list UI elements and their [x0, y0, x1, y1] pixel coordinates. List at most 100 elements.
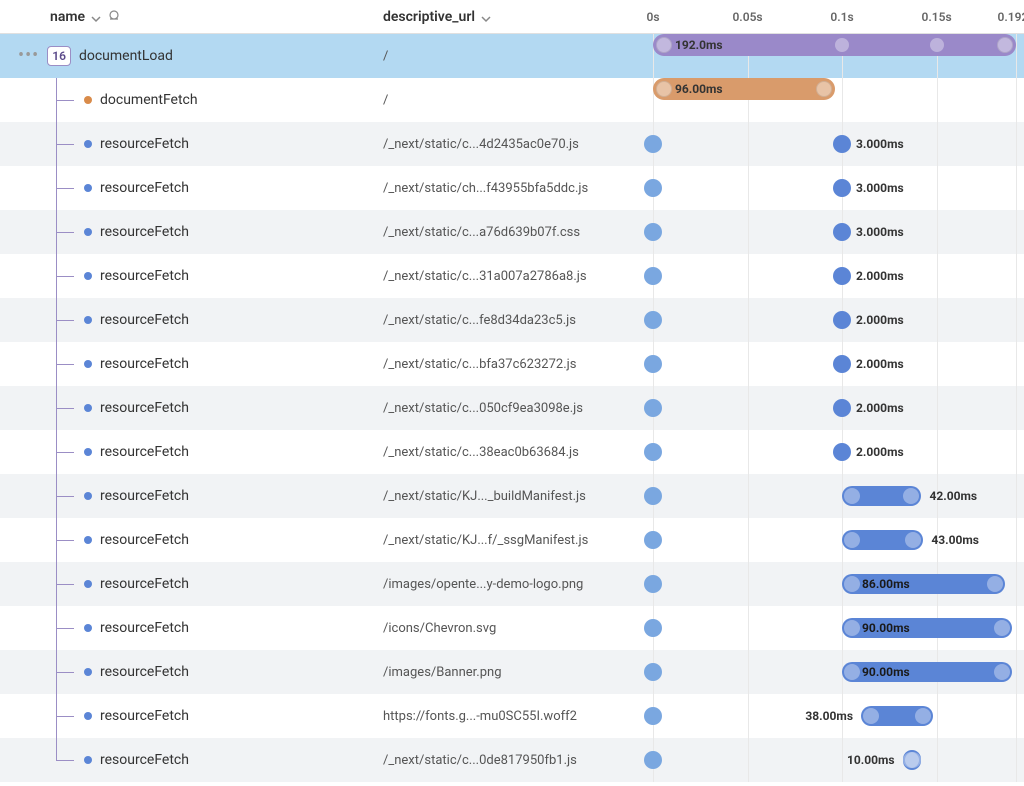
- span-row-root[interactable]: •••16documentLoad/192.0ms: [0, 34, 1024, 78]
- span-url: /_next/static/c...bfa37c623272.js: [383, 357, 653, 372]
- span-name: resourceFetch: [100, 400, 189, 416]
- span-url: /: [383, 93, 653, 108]
- span-end-marker: [833, 135, 851, 153]
- timeline-header: 0s0.05s0.1s0.15s0.192s: [653, 0, 1016, 33]
- span-duration-label: 3.000ms: [856, 181, 904, 195]
- span-bullet-icon: [84, 624, 92, 632]
- span-bullet-icon: [84, 404, 92, 412]
- span-row[interactable]: resourceFetch /_next/static/c...4d2435ac0…: [0, 122, 1024, 166]
- span-url: /_next/static/c...050cf9ea3098e.js: [383, 401, 653, 416]
- span-bullet-icon: [84, 140, 92, 148]
- span-start-marker: [644, 531, 662, 549]
- span-duration-label: 96.00ms: [675, 82, 723, 96]
- column-header-url[interactable]: descriptive_url: [383, 9, 653, 25]
- span-start-marker: [644, 355, 662, 373]
- span-start-marker: [644, 443, 662, 461]
- span-name: resourceFetch: [100, 576, 189, 592]
- span-row[interactable]: resourceFetch/icons/Chevron.svg90.00ms: [0, 606, 1024, 650]
- span-bar[interactable]: [842, 486, 921, 506]
- span-row[interactable]: resourceFetch/_next/static/c...bfa37c623…: [0, 342, 1024, 386]
- span-row[interactable]: resourceFetch/_next/static/c...0de817950…: [0, 738, 1024, 782]
- span-url: /_next/static/c...4d2435ac0e70.js: [383, 137, 653, 152]
- span-duration-label: 2.000ms: [856, 269, 904, 283]
- span-duration-label: 192.0ms: [675, 38, 723, 52]
- span-end-marker: [833, 355, 851, 373]
- span-row[interactable]: resourceFetch /_next/static/c...050cf9ea3…: [0, 386, 1024, 430]
- more-icon[interactable]: •••: [18, 47, 39, 65]
- child-count-badge[interactable]: 16: [47, 46, 71, 66]
- span-end-marker: [833, 399, 851, 417]
- span-bullet-icon: [84, 360, 92, 368]
- span-bullet-icon: [84, 536, 92, 544]
- span-row[interactable]: resourceFetchhttps://fonts.g...-mu0SC55I…: [0, 694, 1024, 738]
- span-bar[interactable]: [861, 706, 933, 726]
- span-row[interactable]: resourceFetch/images/Banner.png90.00ms: [0, 650, 1024, 694]
- sort-chevron-icon[interactable]: [91, 12, 101, 22]
- span-bullet-icon: [84, 184, 92, 192]
- span-name: resourceFetch: [100, 532, 189, 548]
- span-row[interactable]: resourceFetch /_next/static/c...fe8d34da2…: [0, 298, 1024, 342]
- span-duration-label: 38.00ms: [805, 709, 853, 723]
- span-name: resourceFetch: [100, 224, 189, 240]
- table-header: name descriptive_url 0s0.05s0.1s0.15s0.1…: [0, 0, 1024, 34]
- span-start-marker: [644, 399, 662, 417]
- span-row[interactable]: resourceFetch/_next/static/c...38eac0b63…: [0, 430, 1024, 474]
- span-start-marker: [644, 487, 662, 505]
- span-row[interactable]: resourceFetch/_next/static/c...a76d639b0…: [0, 210, 1024, 254]
- span-start-marker: [644, 751, 662, 769]
- span-duration-label: 3.000ms: [856, 225, 904, 239]
- column-url-label: descriptive_url: [383, 9, 475, 25]
- span-name: resourceFetch: [100, 312, 189, 328]
- span-duration-label: 86.00ms: [862, 577, 910, 591]
- span-bullet-icon: [84, 316, 92, 324]
- span-bar[interactable]: [842, 530, 923, 550]
- span-url: /images/Banner.png: [383, 665, 653, 680]
- span-end-marker: [833, 179, 851, 197]
- span-bullet-icon: [84, 756, 92, 764]
- span-url: /_next/static/c...31a007a2786a8.js: [383, 269, 653, 284]
- tick-label: 0.05s: [732, 10, 762, 24]
- span-name: documentFetch: [100, 92, 198, 108]
- span-url: /_next/static/c...fe8d34da23c5.js: [383, 313, 653, 328]
- span-row[interactable]: resourceFetch/images/opente...y-demo-log…: [0, 562, 1024, 606]
- span-bar[interactable]: [903, 750, 922, 770]
- span-start-marker: [644, 135, 662, 153]
- span-row[interactable]: resourceFetch/_next/static/KJ..._buildMa…: [0, 474, 1024, 518]
- span-duration-label: 2.000ms: [856, 357, 904, 371]
- span-end-marker: [833, 223, 851, 241]
- span-bullet-icon: [84, 492, 92, 500]
- span-row[interactable]: documentFetch / 96.00ms: [0, 78, 1024, 122]
- span-bar[interactable]: 96.00ms: [653, 78, 835, 100]
- span-url: /images/opente...y-demo-logo.png: [383, 577, 653, 592]
- span-bar[interactable]: 192.0ms: [653, 34, 1016, 56]
- span-url: /_next/static/c...38eac0b63684.js: [383, 445, 653, 460]
- span-bullet-icon: [84, 228, 92, 236]
- sort-chevron-icon[interactable]: [481, 12, 491, 22]
- span-name: resourceFetch: [100, 136, 189, 152]
- tick-label: 0.15s: [922, 10, 952, 24]
- span-end-marker: [833, 311, 851, 329]
- span-name: resourceFetch: [100, 488, 189, 504]
- span-duration-label: 43.00ms: [931, 533, 979, 547]
- span-url: /_next/static/c...0de817950fb1.js: [383, 753, 653, 768]
- span-start-marker: [644, 663, 662, 681]
- tick-label: 0.1s: [830, 10, 853, 24]
- span-row[interactable]: resourceFetch/_next/static/c...31a007a27…: [0, 254, 1024, 298]
- span-duration-label: 10.00ms: [847, 753, 895, 767]
- span-name: documentLoad: [79, 48, 173, 64]
- span-end-marker: [833, 267, 851, 285]
- span-start-marker: [644, 619, 662, 637]
- span-row[interactable]: resourceFetch/_next/static/KJ...f/_ssgMa…: [0, 518, 1024, 562]
- span-duration-label: 2.000ms: [856, 401, 904, 415]
- span-bullet-icon: [84, 448, 92, 456]
- span-url: https://fonts.g...-mu0SC55I.woff2: [383, 709, 653, 724]
- span-duration-label: 2.000ms: [856, 445, 904, 459]
- span-end-marker: [833, 443, 851, 461]
- span-start-marker: [644, 575, 662, 593]
- column-header-name[interactable]: name: [8, 9, 383, 25]
- span-url: /_next/static/ch...f43955bfa5ddc.js: [383, 181, 653, 196]
- filter-icon[interactable]: [107, 10, 121, 24]
- span-bullet-icon: [84, 272, 92, 280]
- span-row[interactable]: resourceFetch/_next/static/ch...f43955bf…: [0, 166, 1024, 210]
- span-duration-label: 42.00ms: [929, 489, 977, 503]
